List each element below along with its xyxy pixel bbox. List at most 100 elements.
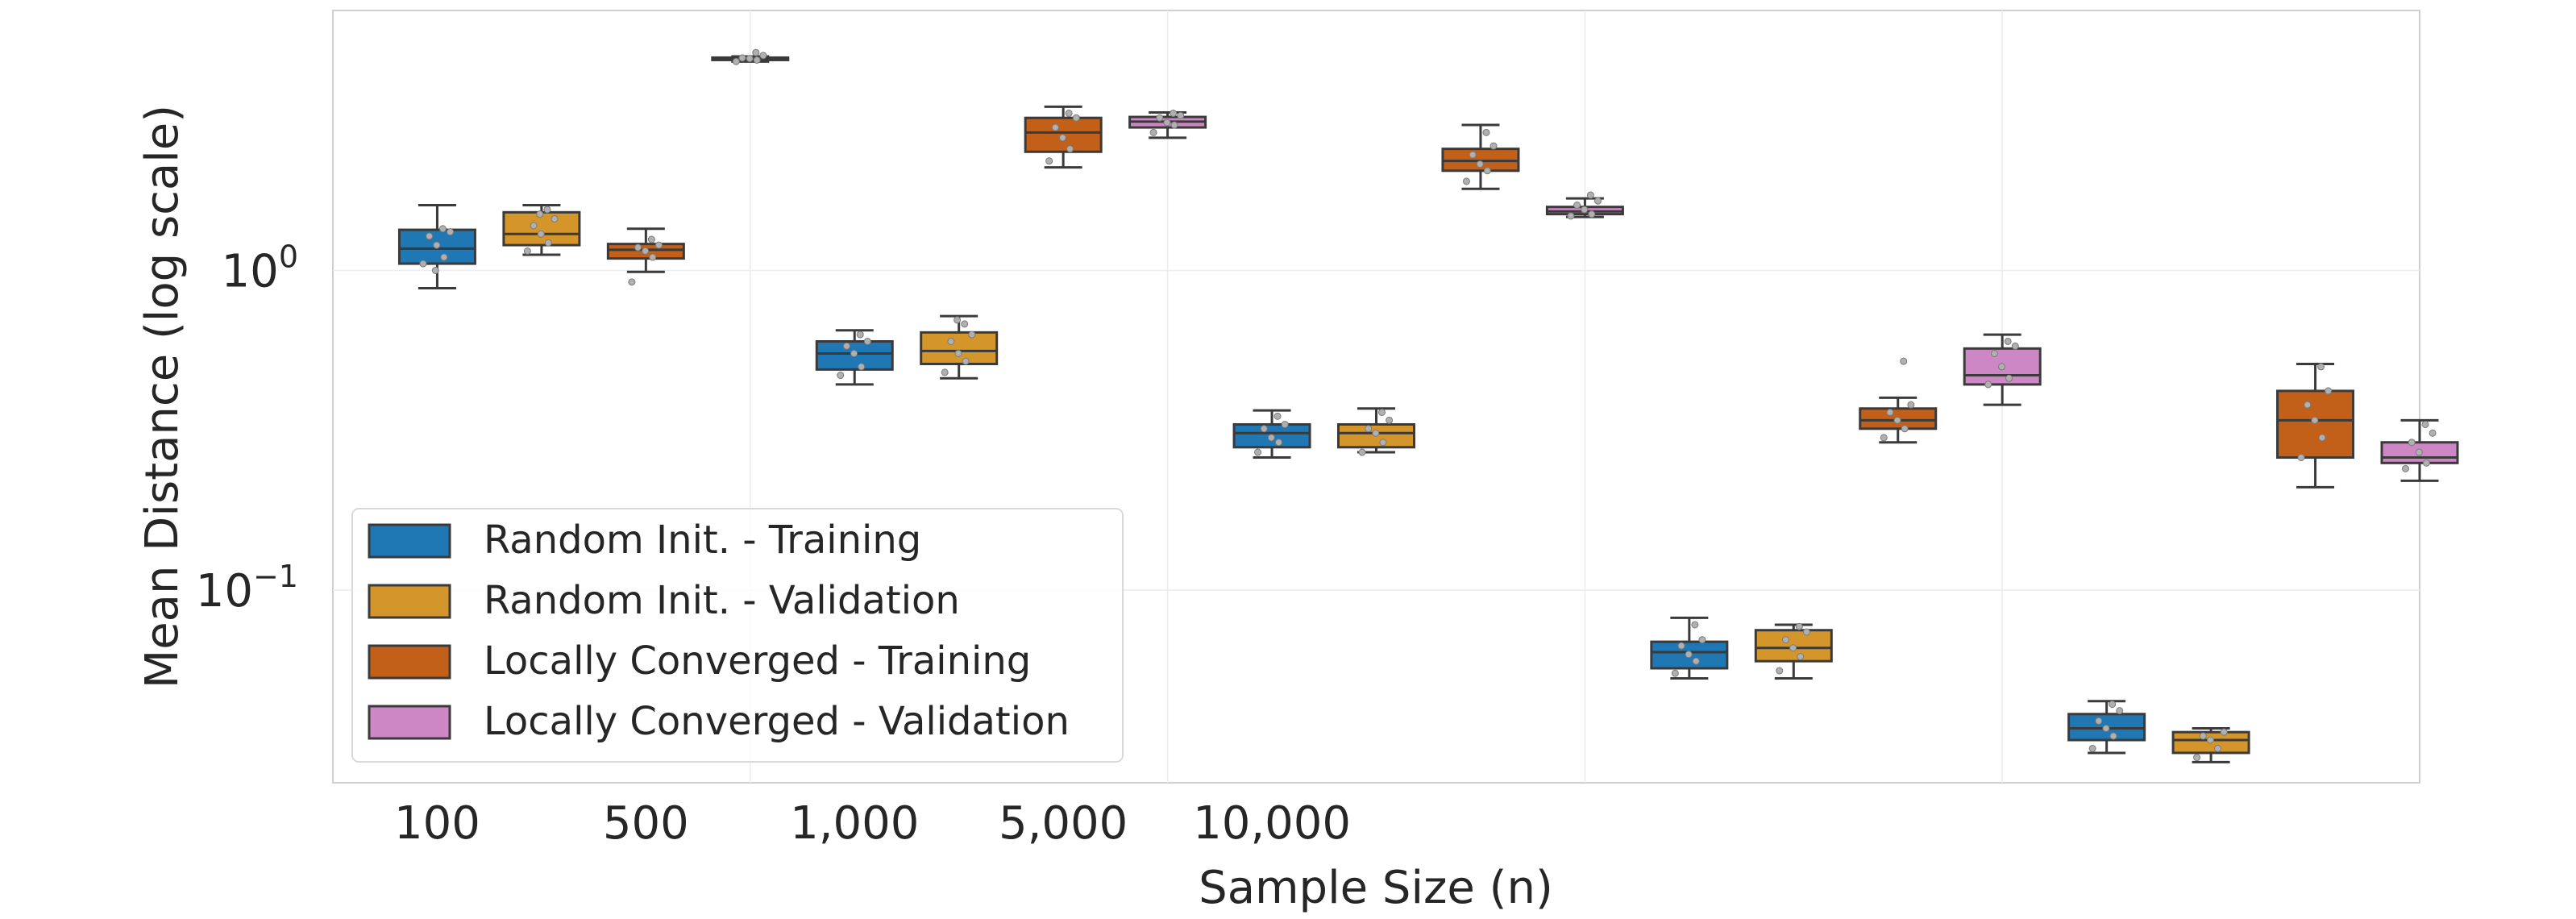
data-point <box>968 331 976 339</box>
data-point <box>856 331 864 339</box>
data-point <box>2088 744 2096 752</box>
data-point <box>1677 642 1685 650</box>
x-tick-label: 500 <box>603 797 689 850</box>
data-point <box>1782 636 1789 644</box>
box-15 <box>1963 333 2042 406</box>
data-point <box>1901 425 1909 433</box>
data-point <box>1170 121 1178 129</box>
box-8 <box>1232 409 1311 460</box>
data-point <box>530 222 538 230</box>
data-point <box>1358 448 1366 456</box>
data-point <box>759 52 767 60</box>
data-point <box>1880 434 1888 442</box>
data-point <box>1177 111 1185 119</box>
data-point <box>1170 110 1178 118</box>
data-point <box>1567 212 1575 220</box>
data-point <box>642 247 650 255</box>
data-point <box>850 349 858 357</box>
data-point <box>1990 349 1998 357</box>
box-13 <box>1754 622 1833 680</box>
legend-swatch <box>368 584 451 619</box>
data-point <box>2109 701 2117 709</box>
box-7 <box>1128 110 1207 139</box>
box-14 <box>1859 357 1938 444</box>
data-point <box>1797 653 1805 661</box>
data-point <box>1998 363 2005 371</box>
data-point <box>752 48 760 56</box>
box-6 <box>1024 105 1103 169</box>
data-point <box>628 278 636 286</box>
data-point <box>1483 167 1491 175</box>
data-point <box>1058 134 1066 142</box>
data-point <box>1281 420 1289 428</box>
data-point <box>842 342 850 350</box>
legend: Random Init. - Training Random Init. - Va… <box>351 508 1124 763</box>
box-3 <box>711 48 790 65</box>
data-point <box>1149 128 1157 136</box>
data-point <box>1365 425 1373 433</box>
data-point <box>1886 408 1894 416</box>
data-point <box>2220 728 2228 736</box>
box-9 <box>1337 407 1415 456</box>
box-5 <box>920 314 999 380</box>
box-17 <box>2171 726 2250 763</box>
data-point <box>2095 717 2103 725</box>
data-point <box>961 320 969 328</box>
data-point <box>523 247 531 255</box>
x-tick-label: 100 <box>394 797 480 850</box>
box-10 <box>1441 123 1520 190</box>
data-point <box>1462 177 1470 185</box>
data-point <box>1476 160 1484 168</box>
data-point <box>1051 123 1059 131</box>
data-point <box>433 241 441 249</box>
data-point <box>2422 459 2430 467</box>
data-point <box>647 235 655 243</box>
data-point <box>1692 657 1700 665</box>
data-point <box>1573 202 1581 210</box>
data-point <box>447 228 455 236</box>
x-tick-label: 1,000 <box>790 797 919 850</box>
data-point <box>1273 412 1282 420</box>
box-16 <box>2067 700 2146 755</box>
data-point <box>1260 425 1268 433</box>
data-point <box>1274 439 1282 447</box>
data-point <box>2116 707 2124 715</box>
data-point <box>1156 114 1164 122</box>
data-point <box>962 357 970 365</box>
data-point <box>2408 439 2416 447</box>
box-body <box>815 339 894 371</box>
y-tick-label: 100 <box>222 239 298 297</box>
data-point <box>1254 448 1262 456</box>
y-tick-labels: 100 10−1 <box>196 239 298 618</box>
data-point <box>2429 429 2437 437</box>
data-point <box>544 239 552 247</box>
box-19 <box>2380 418 2459 482</box>
box-18 <box>2276 362 2355 489</box>
data-point <box>537 230 545 238</box>
data-point <box>1065 110 1073 118</box>
data-point <box>1072 114 1080 122</box>
data-point <box>941 368 949 376</box>
x-axis-title: Sample Size (n) <box>1199 862 1553 914</box>
data-point <box>954 316 962 324</box>
data-point <box>2304 401 2312 409</box>
data-point <box>2199 732 2207 740</box>
legend-label: Locally Converged - Validation <box>484 699 1070 744</box>
data-point <box>1372 429 1380 437</box>
data-point <box>419 260 427 268</box>
box-body <box>2276 389 2355 460</box>
data-point <box>1795 622 1803 630</box>
data-point <box>1671 669 1679 677</box>
data-point <box>2297 454 2305 462</box>
data-point <box>1802 628 1810 636</box>
data-point <box>1594 197 1602 205</box>
data-point <box>438 225 447 233</box>
data-point <box>2004 337 2012 345</box>
legend-label: Locally Converged - Training <box>484 638 1031 684</box>
data-point <box>2109 732 2117 740</box>
data-point <box>1066 145 1074 153</box>
box-body <box>2067 713 2146 742</box>
data-point <box>2206 736 2214 744</box>
data-point <box>837 372 845 380</box>
